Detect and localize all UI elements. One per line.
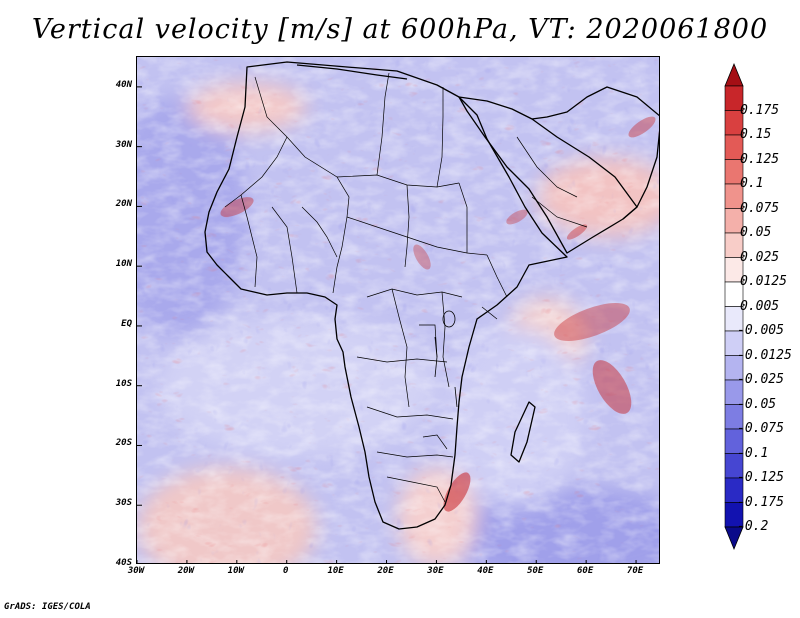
velocity-field-map	[137, 57, 659, 563]
lon-tick-label: 30E	[427, 566, 444, 576]
colorbar-label: 0.005	[740, 298, 780, 314]
lake-victoria	[442, 310, 456, 328]
lon-tick-label: 70E	[626, 566, 644, 576]
coastlines	[204, 61, 659, 530]
colorbar-label: -0.0125	[737, 347, 792, 363]
lat-tick-label: 30N	[115, 139, 132, 150]
colorbar-label: 0.1	[740, 176, 764, 191]
chart-title: Vertical velocity [m/s] at 600hPa, VT: 2…	[31, 14, 769, 45]
lat-tick-label: 10N	[115, 259, 132, 270]
texture-red	[137, 57, 659, 563]
lon-tick-label: 60E	[577, 566, 594, 576]
colorbar-label: -0.175	[737, 494, 784, 510]
strong-updrafts	[220, 116, 656, 512]
lon-tick-label: 0	[282, 566, 289, 576]
colorbar-label: -0.05	[737, 396, 777, 412]
colorbar-label: 0.05	[740, 225, 772, 240]
colorbar-label: -0.005	[737, 323, 784, 338]
mediterranean-coast	[296, 64, 408, 80]
lon-tick-label: 10E	[327, 566, 344, 576]
lon-tick-label: 40E	[477, 566, 494, 576]
colorbar-label: 0.0125	[740, 274, 787, 289]
lon-tick-label: 20E	[377, 566, 394, 576]
colorbar-label: -0.125	[737, 470, 784, 485]
colorbar-label: -0.1	[737, 445, 769, 461]
colorbar-label: -0.2	[737, 519, 769, 534]
colorbar-label: -0.075	[737, 421, 784, 436]
colorbar-label: -0.025	[737, 372, 784, 387]
colorbar-label: 0.125	[740, 151, 780, 167]
lat-tick-label: EQ	[121, 318, 132, 329]
colorbar-label: 0.175	[740, 102, 780, 118]
colorbar-label: 0.15	[740, 127, 772, 142]
madagascar-coastline	[510, 401, 536, 463]
colorbar-max-arrow	[724, 62, 744, 87]
lat-tick-label: 20N	[115, 199, 132, 210]
colorbar-label: 0.025	[740, 249, 780, 265]
lat-tick-label: 20S	[115, 438, 132, 449]
country-borders	[224, 72, 588, 503]
map-plot-area	[136, 56, 660, 564]
lakes	[434, 310, 458, 408]
lake-malawi	[454, 386, 458, 408]
iran-coastline	[531, 86, 659, 220]
lon-tick-label: 30W	[127, 566, 145, 576]
colorbar-min-arrow	[724, 526, 744, 551]
axis-ticks	[137, 86, 637, 563]
lat-tick-label: 40S	[115, 558, 132, 568]
lon-tick-label: 50E	[527, 566, 544, 576]
lake-tanganyika	[434, 336, 438, 378]
lat-tick-label: 10S	[115, 378, 132, 389]
lat-tick-label: 40N	[115, 79, 132, 90]
lon-tick-label: 20W	[177, 566, 195, 576]
colorbar-label: 0.075	[740, 200, 780, 216]
africa-coastline	[204, 61, 568, 530]
lon-tick-label: 10W	[227, 566, 244, 576]
colorbar	[724, 62, 744, 551]
lat-tick-label: 30S	[115, 498, 132, 509]
credit-text: GrADS: IGES/COLA	[4, 602, 91, 612]
